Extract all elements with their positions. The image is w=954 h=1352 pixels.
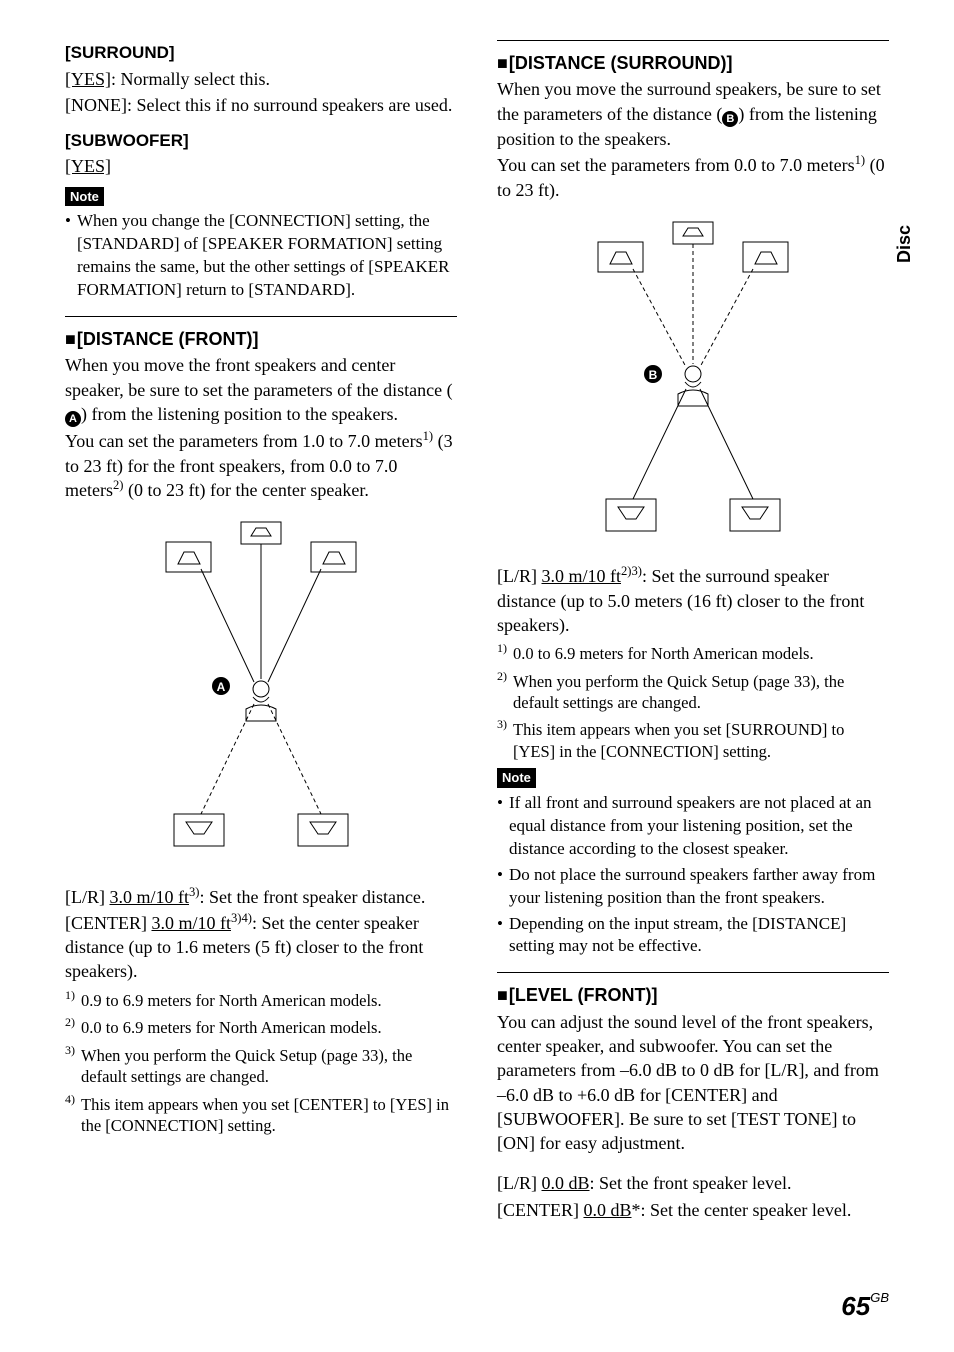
surround-heading: [SURROUND] xyxy=(65,42,457,65)
diagram-letter-b: B xyxy=(649,368,658,382)
sup-3: 3) xyxy=(189,885,200,899)
center-label: [CENTER] xyxy=(65,913,151,933)
diagram-front-svg: A xyxy=(126,514,396,864)
lf-center-line: [CENTER] 0.0 dB*: Set the center speaker… xyxy=(497,1198,889,1222)
subwoofer-heading: [SUBWOOFER] xyxy=(65,130,457,153)
ds-p1: When you move the surround speakers, be … xyxy=(497,77,889,151)
note-b2: Do not place the surround speakers farth… xyxy=(497,864,889,910)
sup-1: 1) xyxy=(423,429,434,443)
left-column: [SURROUND] [YES]: Normally select this. … xyxy=(65,40,457,1265)
subwoofer-value-text: [YES] xyxy=(65,156,111,176)
surround-yes-line: [YES]: Normally select this. xyxy=(65,67,457,91)
sup-r23: 2)3) xyxy=(621,564,642,578)
divider-r1 xyxy=(497,40,889,41)
circle-b-inline: B xyxy=(722,111,738,127)
level-front-p1: You can adjust the sound level of the fr… xyxy=(497,1010,889,1156)
footnote-r2: 2)When you perform the Quick Setup (page… xyxy=(497,671,889,714)
lf-center-text: *: Set the center speaker level. xyxy=(632,1200,852,1220)
page-number-suffix: GB xyxy=(870,1290,889,1305)
subwoofer-value: [YES] xyxy=(65,154,457,178)
note-badge: Note xyxy=(65,187,104,207)
lr-front-line: [L/R] 3.0 m/10 ft3): Set the front speak… xyxy=(65,885,457,909)
note-badge-r: Note xyxy=(497,768,536,788)
two-column-layout: [SURROUND] [YES]: Normally select this. … xyxy=(65,40,889,1265)
lf-lr-line: [L/R] 0.0 dB: Set the front speaker leve… xyxy=(497,1171,889,1195)
fn2-text: 0.0 to 6.9 meters for North American mod… xyxy=(81,1018,382,1037)
distance-front-p2: You can set the parameters from 1.0 to 7… xyxy=(65,429,457,502)
df-p1b: ) from the listening position to the spe… xyxy=(81,404,398,424)
lf-center-val: 0.0 dB xyxy=(583,1200,631,1220)
fn4-text: This item appears when you set [CENTER] … xyxy=(81,1095,449,1135)
note-b3: Depending on the input stream, the [DIST… xyxy=(497,913,889,959)
right-column: [DISTANCE (SURROUND)] When you move the … xyxy=(497,40,889,1265)
surround-yes-text: : Normally select this. xyxy=(111,69,270,89)
sup-34: 3)4) xyxy=(231,911,252,925)
lf-center-label: [CENTER] xyxy=(497,1200,583,1220)
ds-p2a: You can set the parameters from 0.0 to 7… xyxy=(497,155,855,175)
level-front-heading: [LEVEL (FRONT)] xyxy=(497,983,889,1007)
df-p2c: (0 to 23 ft) for the center speaker. xyxy=(123,480,368,500)
lf-lr-val: 0.0 dB xyxy=(542,1173,590,1193)
surround-yes-label: [YES] xyxy=(65,69,111,89)
lf-lr-text: : Set the front speaker level. xyxy=(590,1173,792,1193)
lr-surround-line: [L/R] 3.0 m/10 ft2)3): Set the surround … xyxy=(497,564,889,637)
footnote-r3: 3)This item appears when you set [SURROU… xyxy=(497,719,889,762)
divider-r2 xyxy=(497,972,889,973)
footnote-2: 2)0.0 to 6.9 meters for North American m… xyxy=(65,1017,457,1038)
fn3-text: When you perform the Quick Setup (page 3… xyxy=(81,1046,412,1086)
distance-front-p1: When you move the front speakers and cen… xyxy=(65,353,457,427)
divider xyxy=(65,316,457,317)
lr-val: 3.0 m/10 ft xyxy=(110,887,190,907)
side-tab: Disc xyxy=(892,225,916,263)
note-b1: If all front and surround speakers are n… xyxy=(497,792,889,861)
lr-text: : Set the front speaker distance. xyxy=(200,887,426,907)
surround-none-text: [NONE]: Select this if no surround speak… xyxy=(65,93,457,117)
fnr1-text: 0.0 to 6.9 meters for North American mod… xyxy=(513,644,814,663)
df-p2a: You can set the parameters from 1.0 to 7… xyxy=(65,431,423,451)
sup-2: 2) xyxy=(113,478,124,492)
lr-label: [L/R] xyxy=(65,887,110,907)
lf-lr-label: [L/R] xyxy=(497,1173,542,1193)
diagram-front: A xyxy=(65,514,457,870)
footnote-1: 1)0.9 to 6.9 meters for North American m… xyxy=(65,990,457,1011)
footnote-r1: 1)0.0 to 6.9 meters for North American m… xyxy=(497,643,889,664)
diagram-surround-svg: B xyxy=(558,214,828,544)
lrs-val: 3.0 m/10 ft xyxy=(542,566,622,586)
footnote-4: 4)This item appears when you set [CENTER… xyxy=(65,1094,457,1137)
page-number: 65GB xyxy=(841,1289,889,1324)
fnr2-text: When you perform the Quick Setup (page 3… xyxy=(513,672,844,712)
ds-p2: You can set the parameters from 0.0 to 7… xyxy=(497,153,889,202)
distance-surround-heading: [DISTANCE (SURROUND)] xyxy=(497,51,889,75)
fnr3-text: This item appears when you set [SURROUND… xyxy=(513,720,844,760)
distance-front-heading: [DISTANCE (FRONT)] xyxy=(65,327,457,351)
diagram-surround: B xyxy=(497,214,889,550)
df-p1a: When you move the front speakers and cen… xyxy=(65,355,453,399)
center-val: 3.0 m/10 ft xyxy=(151,913,231,933)
diagram-letter-a: A xyxy=(217,680,226,694)
footnote-3: 3)When you perform the Quick Setup (page… xyxy=(65,1045,457,1088)
circle-a-inline: A xyxy=(65,411,81,427)
fn1-text: 0.9 to 6.9 meters for North American mod… xyxy=(81,991,382,1010)
page-number-value: 65 xyxy=(841,1291,870,1321)
center-front-line: [CENTER] 3.0 m/10 ft3)4): Set the center… xyxy=(65,911,457,984)
lrs-label: [L/R] xyxy=(497,566,542,586)
sup-r1: 1) xyxy=(855,153,866,167)
note-connection: When you change the [CONNECTION] setting… xyxy=(65,210,457,302)
